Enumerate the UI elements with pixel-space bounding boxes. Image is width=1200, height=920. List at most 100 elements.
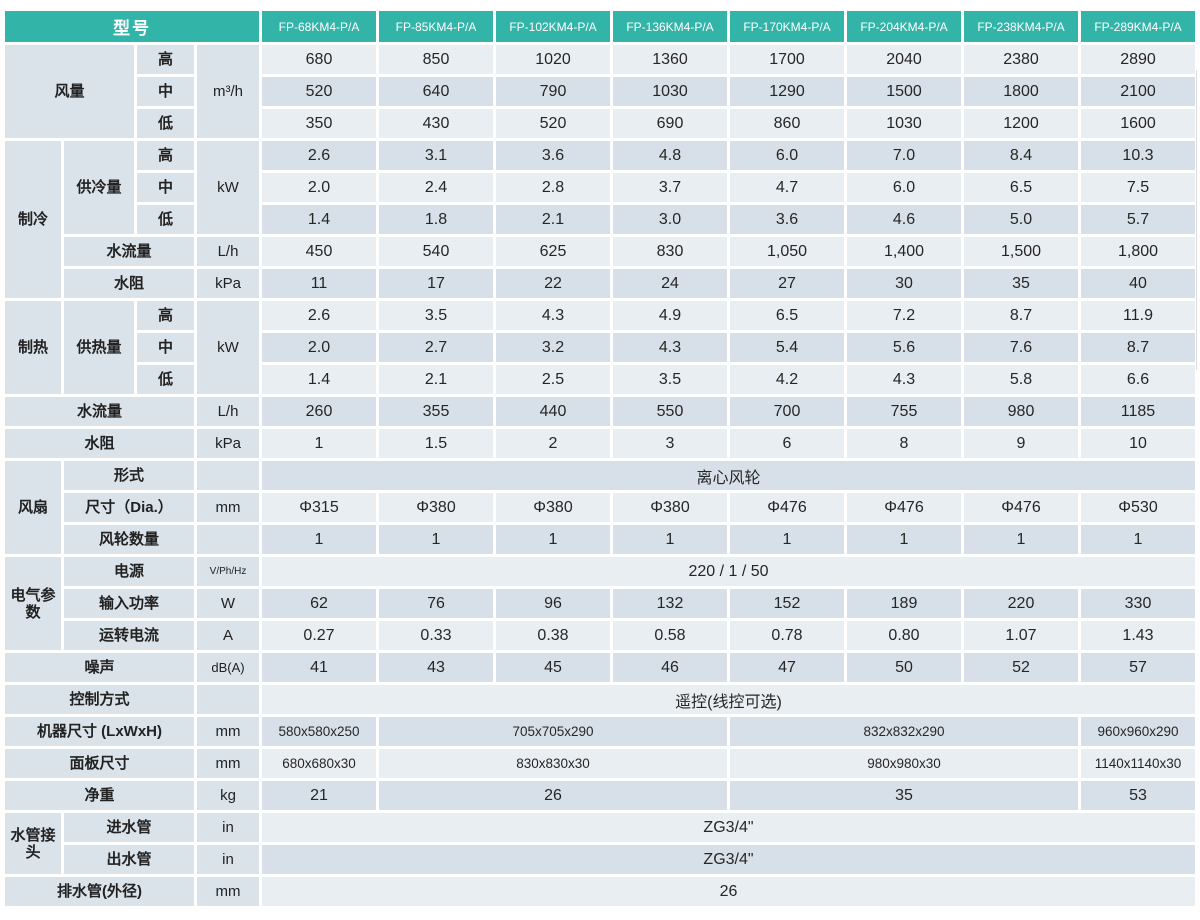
- value-cell: 2: [496, 429, 610, 458]
- scan-edge-artifact: [1196, 70, 1197, 370]
- value-cell: 1185: [1081, 397, 1195, 426]
- running-current-label: 运转电流: [64, 621, 194, 650]
- value-cell: Φ530: [1081, 493, 1195, 522]
- value-cell: 1: [730, 525, 844, 554]
- value-cell: 3.0: [613, 205, 727, 234]
- fan-diameter-row: 尺寸（Dia.） mm Φ315 Φ380 Φ380 Φ380 Φ476 Φ47…: [5, 493, 1195, 522]
- unit-cell: L/h: [197, 237, 259, 266]
- value-cell: 0.33: [379, 621, 493, 650]
- value-cell: 5.4: [730, 333, 844, 362]
- heating-capacity-label: 供热量: [64, 301, 134, 394]
- value-cell: 8: [847, 429, 961, 458]
- value-cell: Φ380: [379, 493, 493, 522]
- value-cell: 24: [613, 269, 727, 298]
- value-cell: 260: [262, 397, 376, 426]
- model-header: FP-136KM4-P/A: [613, 11, 727, 42]
- unit-cell: in: [197, 845, 259, 874]
- unit-cell-empty: [197, 525, 259, 554]
- value-cell: Φ380: [613, 493, 727, 522]
- unit-cell: kg: [197, 781, 259, 810]
- value-cell: 1,400: [847, 237, 961, 266]
- drain-pipe-label: 排水管(外径): [5, 877, 194, 906]
- value-cell: 1500: [847, 77, 961, 106]
- model-label-cell: 型号: [5, 11, 259, 42]
- unit-cell: kPa: [197, 429, 259, 458]
- value-cell: 1.8: [379, 205, 493, 234]
- value-cell: 4.8: [613, 141, 727, 170]
- value-cell: 1: [1081, 525, 1195, 554]
- power-supply-row: 电气参数 电源 V/Ph/Hz 220 / 1 / 50: [5, 557, 1195, 650]
- value-cell: 4.3: [847, 365, 961, 394]
- unit-cell: m³/h: [197, 45, 259, 138]
- value-cell: 960x960x290: [1081, 717, 1195, 746]
- unit-cell: kW: [197, 301, 259, 394]
- value-cell: 830x830x30: [379, 749, 727, 778]
- drain-pipe-row: 排水管(外径) mm 26: [5, 877, 1195, 906]
- value-cell: 450: [262, 237, 376, 266]
- value-cell: 0.80: [847, 621, 961, 650]
- noise-label: 噪声: [5, 653, 194, 682]
- value-cell: 26: [379, 781, 727, 810]
- value-cell: 43: [379, 653, 493, 682]
- value-cell: 5.6: [847, 333, 961, 362]
- net-weight-label: 净重: [5, 781, 194, 810]
- value-cell: 4.7: [730, 173, 844, 202]
- value-cell: 30: [847, 269, 961, 298]
- value-cell: 4.3: [613, 333, 727, 362]
- fan-type-row: 风扇 形式 离心风轮: [5, 461, 1195, 554]
- unit-cell: V/Ph/Hz: [197, 557, 259, 586]
- value-cell: 152: [730, 589, 844, 618]
- value-cell: 980x980x30: [730, 749, 1078, 778]
- fan-coil-spec-table: 型号 FP-68KM4-P/A FP-85KM4-P/A FP-102KM4-P…: [2, 8, 1198, 909]
- cooling-capacity-label: 供冷量: [64, 141, 134, 234]
- value-cell: 76: [379, 589, 493, 618]
- value-cell: 1.07: [964, 621, 1078, 650]
- value-cell: 440: [496, 397, 610, 426]
- unit-cell-empty: [197, 461, 259, 490]
- value-cell: 680: [262, 45, 376, 74]
- value-cell: 17: [379, 269, 493, 298]
- inlet-pipe-value: ZG3/4": [262, 813, 1195, 842]
- value-cell: 3.2: [496, 333, 610, 362]
- value-cell: 50: [847, 653, 961, 682]
- value-cell: 1020: [496, 45, 610, 74]
- value-cell: 350: [262, 109, 376, 138]
- value-cell: 0.78: [730, 621, 844, 650]
- value-cell: 1,050: [730, 237, 844, 266]
- unit-cell: kPa: [197, 269, 259, 298]
- value-cell: 22: [496, 269, 610, 298]
- value-cell: 3.1: [379, 141, 493, 170]
- value-cell: 10.3: [1081, 141, 1195, 170]
- outlet-pipe-row: 出水管 in ZG3/4": [5, 845, 1195, 874]
- net-weight-row: 净重 kg 21 26 35 53: [5, 781, 1195, 810]
- value-cell: 1030: [613, 77, 727, 106]
- value-cell: 21: [262, 781, 376, 810]
- fan-diameter-label: 尺寸（Dia.）: [64, 493, 194, 522]
- value-cell: 1290: [730, 77, 844, 106]
- cooling-group-label: 制冷: [5, 141, 61, 298]
- value-cell: 57: [1081, 653, 1195, 682]
- value-cell: 4.2: [730, 365, 844, 394]
- value-cell: Φ476: [730, 493, 844, 522]
- running-current-row: 运转电流 A 0.27 0.33 0.38 0.58 0.78 0.80 1.0…: [5, 621, 1195, 650]
- value-cell: 1: [379, 525, 493, 554]
- model-header: FP-170KM4-P/A: [730, 11, 844, 42]
- fan-wheel-count-label: 风轮数量: [64, 525, 194, 554]
- value-cell: 1,800: [1081, 237, 1195, 266]
- outlet-pipe-value: ZG3/4": [262, 845, 1195, 874]
- value-cell: Φ380: [496, 493, 610, 522]
- value-cell: 550: [613, 397, 727, 426]
- value-cell: 5.8: [964, 365, 1078, 394]
- value-cell: 6: [730, 429, 844, 458]
- noise-row: 噪声 dB(A) 41 43 45 46 47 50 52 57: [5, 653, 1195, 682]
- value-cell: 1.43: [1081, 621, 1195, 650]
- fan-group-label: 风扇: [5, 461, 61, 554]
- value-cell: 705x705x290: [379, 717, 727, 746]
- value-cell: 3.6: [730, 205, 844, 234]
- value-cell: 5.7: [1081, 205, 1195, 234]
- level-label: 中: [137, 77, 194, 106]
- value-cell: 850: [379, 45, 493, 74]
- machine-dimension-row: 机器尺寸 (LxWxH) mm 580x580x250 705x705x290 …: [5, 717, 1195, 746]
- value-cell: Φ476: [964, 493, 1078, 522]
- cooling-low-row: 低 1.4 1.8 2.1 3.0 3.6 4.6 5.0 5.7: [5, 205, 1195, 234]
